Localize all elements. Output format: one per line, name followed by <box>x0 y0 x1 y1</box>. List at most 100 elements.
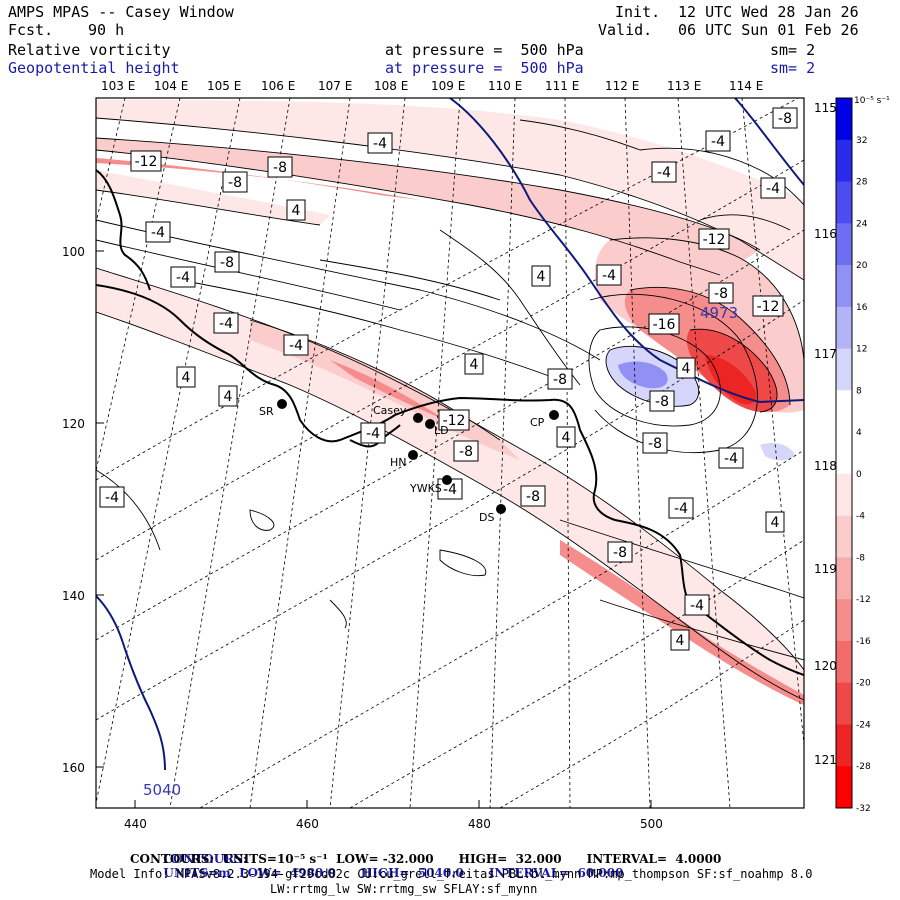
contour-label: -4 <box>724 451 738 467</box>
station-dot <box>442 475 452 485</box>
colorbar-tick-label: -8 <box>856 553 865 563</box>
fcst-value: 90 h <box>88 21 125 39</box>
valid-value: 06 UTC Sun 01 Feb 26 <box>678 21 859 39</box>
field2-level: at pressure = 500 hPa <box>385 59 584 77</box>
contour-label: -4 <box>602 268 616 284</box>
contour-label-box <box>367 132 393 154</box>
y-tick-label: 120 <box>62 417 85 431</box>
y-tick-label: 160 <box>62 761 85 775</box>
colorbar-tick-label: -4 <box>856 512 865 522</box>
contour-label-box <box>531 265 551 287</box>
contour-label-box <box>708 282 734 304</box>
contour-label-box <box>218 385 238 407</box>
contour-label: -4 <box>366 426 380 442</box>
contour-label: -8 <box>220 255 234 271</box>
contour-label-box <box>130 150 162 172</box>
height-label: 5040 <box>143 781 181 799</box>
contour-labels: -12 -8 -8 4 -4 -4 -8 -4 -4 -4 4 4 -4 4 -8 -16 -12 -4 -8 -4 -… <box>99 107 798 651</box>
footer-model-info: Model Info: MPASv8.2.3-194-gf29cd82c CU:… <box>90 867 813 881</box>
x-tick-label: 460 <box>296 817 319 831</box>
station-dot <box>413 413 423 423</box>
contour-label-box <box>642 432 668 454</box>
contour-label-box <box>670 629 690 651</box>
colorbar-swatch <box>836 223 852 266</box>
contour-label: -4 <box>766 181 780 197</box>
lon-label: 112 E <box>605 79 639 93</box>
contour-label-box <box>267 156 293 178</box>
station-label: LD <box>434 424 449 437</box>
contour-label: -8 <box>778 111 792 127</box>
contour-label-box <box>520 485 546 507</box>
plot-frame <box>95 97 805 809</box>
contour-label-box <box>145 221 171 243</box>
colorbar-swatch <box>836 682 852 725</box>
colorbar-tick-label: -32 <box>856 804 871 814</box>
field1-level: at pressure = 500 hPa <box>385 41 584 59</box>
contour-label-box <box>649 390 675 412</box>
colorbar-swatch <box>836 98 852 141</box>
contour-label: -12 <box>757 299 780 315</box>
contour-label: -4 <box>690 598 704 614</box>
colorbar-swatch <box>836 390 852 433</box>
colorbar-swatch <box>836 306 852 350</box>
init-label: Init. <box>615 3 661 21</box>
contour-label-box <box>556 426 576 448</box>
contour-label-box <box>765 511 785 533</box>
contour-label: -8 <box>459 444 473 460</box>
contour-label-box <box>760 177 786 199</box>
contour-label: -16 <box>653 317 676 333</box>
lon-label: 109 E <box>431 79 465 93</box>
lon-label: 104 E <box>154 79 188 93</box>
colorbar-frame <box>835 97 853 809</box>
colorbar-tick-label: 28 <box>856 178 868 188</box>
contour-label-box <box>668 497 694 519</box>
contour-label-box <box>283 334 309 356</box>
contour-label: -4 <box>219 316 233 332</box>
contour-label-box <box>705 130 731 152</box>
contour-label-box <box>752 295 784 317</box>
y-tick-label: 140 <box>62 589 85 603</box>
contour-label-box <box>360 422 386 444</box>
contour-label: -4 <box>443 482 457 498</box>
height-label: 4973 <box>700 304 738 322</box>
x-tick-marks <box>96 250 652 808</box>
contour-label-box <box>596 264 622 286</box>
colorbar-tick-label: 16 <box>856 303 868 313</box>
station-label: HN <box>390 456 407 469</box>
colorbar: 32 28 24 20 16 12 8 4 0 -4 -8 -12 -16 -20 -24 -28 -32 <box>835 97 871 814</box>
contour-label: 4 <box>224 389 233 405</box>
contour-label: 4 <box>562 430 571 446</box>
contour-label: -8 <box>228 175 242 191</box>
contour-label-box <box>698 228 730 250</box>
contour-label: -8 <box>526 489 540 505</box>
contour-label-box <box>684 594 710 616</box>
footer-contours-prefix: CONTOURS: <box>163 852 248 866</box>
contour-label-box <box>772 107 798 129</box>
contour-label: -4 <box>176 270 190 286</box>
lon-label: 114 E <box>729 79 763 93</box>
colorbar-swatch <box>836 348 852 391</box>
contour-label-box <box>213 312 239 334</box>
contour-label-box <box>214 251 240 273</box>
station-dot <box>277 399 287 409</box>
colorbar-tick-label: 8 <box>856 386 862 396</box>
x-tick-label: 440 <box>124 817 147 831</box>
colorbar-unit: 10⁻⁵ s⁻¹ <box>854 96 890 106</box>
station-label: SR <box>259 405 274 418</box>
contour-label: -4 <box>373 136 387 152</box>
colorbar-tick-label: 12 <box>856 345 867 355</box>
longitude-labels-top: 103 E 104 E 105 E 106 E 107 E 108 E 109 … <box>101 79 763 93</box>
contour-label-box <box>453 440 479 462</box>
valid-label: Valid. <box>598 21 653 39</box>
contour-label-box <box>607 541 633 563</box>
station-label: YWKS <box>409 482 442 495</box>
field1-sm: sm= 2 <box>770 41 816 59</box>
field2-sm: sm= 2 <box>770 59 816 77</box>
field1-name: Relative vorticity <box>8 41 171 59</box>
station-dot <box>496 504 506 514</box>
field2-name: Geopotential height <box>8 59 180 77</box>
colorbar-tick-label: 0 <box>856 470 862 480</box>
x-tick-label: 480 <box>468 817 491 831</box>
y-tick-label: 100 <box>62 245 85 259</box>
